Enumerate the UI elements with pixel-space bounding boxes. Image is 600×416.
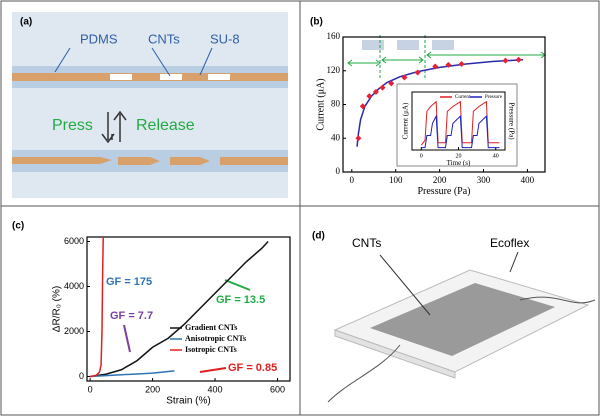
y2-axis-label: Pressure (Pa) — [507, 102, 515, 140]
substrate-edge — [334, 329, 456, 379]
cnt-film — [370, 283, 555, 356]
marker — [359, 103, 366, 110]
x-axis-label: Pressure (Pa) — [417, 186, 470, 197]
x-tick-label: 0 — [350, 175, 355, 185]
panel-d: (d) CNTs Ecoflex — [312, 231, 596, 403]
panel-label: (a) — [20, 17, 32, 28]
panel-label: (c) — [12, 221, 24, 232]
label: CNTs — [352, 236, 381, 250]
label: Ecoflex — [490, 236, 529, 250]
marker — [458, 61, 465, 67]
annotation-arrow — [224, 279, 251, 291]
pointer — [379, 254, 431, 316]
panel-b: (b) — [310, 17, 546, 167]
x-tick-label: 0 — [420, 153, 423, 159]
pointer — [199, 47, 213, 76]
marker — [388, 80, 395, 87]
plot-frame — [86, 236, 291, 382]
annotation-arrow — [199, 367, 227, 373]
range-arrow — [347, 59, 381, 67]
pointer — [151, 47, 171, 77]
panel-label: (d) — [312, 231, 325, 242]
label: Press — [52, 117, 93, 134]
y-axis-label: Current (μA) — [315, 78, 326, 130]
panel-label: (b) — [310, 17, 323, 28]
legend-label: Isotropic CNTs — [185, 345, 237, 354]
gap — [110, 74, 132, 80]
legend-label: Gradient CNTs — [185, 323, 237, 332]
series-line — [421, 114, 500, 149]
y-axis-label: ΔR/R₀ (%) — [52, 286, 63, 332]
inset-frame — [396, 83, 518, 167]
x-axis-label: Strain (%) — [166, 395, 210, 406]
annotation-arrow — [123, 324, 131, 353]
icon — [362, 40, 384, 50]
legend-label: Current — [455, 95, 471, 100]
icon — [397, 40, 419, 50]
series-line — [356, 59, 524, 147]
x-tick-label: 20 — [456, 153, 462, 159]
series-line — [90, 240, 269, 378]
y-tick-label: 160 — [327, 31, 341, 41]
x-tick-label: 40 — [493, 153, 499, 159]
cnt-layer — [12, 73, 288, 81]
y-tick-label: 80 — [331, 99, 341, 109]
annotation: GF = 7.7 — [110, 310, 153, 322]
label: Release — [136, 117, 195, 134]
y-axis-label: Current (μA) — [402, 102, 410, 139]
x-tick-label: 400 — [208, 384, 223, 394]
panel-c: (c) GF = 175 GF = 7.7 GF = 13.5 GF = 0.8… — [12, 221, 277, 374]
x-tick-label: 200 — [145, 384, 160, 394]
annotation: GF = 0.85 — [228, 362, 277, 374]
marker — [355, 135, 362, 142]
series-line — [90, 236, 104, 378]
legend-label: Anisotropic CNTs — [185, 334, 246, 343]
series-line — [90, 370, 175, 378]
marker — [515, 56, 522, 63]
pointer — [54, 47, 71, 73]
y-tick-label: 40 — [331, 132, 341, 142]
series-line — [420, 100, 500, 146]
marker — [445, 61, 452, 68]
gap — [208, 74, 230, 80]
marker — [432, 63, 439, 70]
y-tick-label: 0 — [79, 371, 84, 381]
y-tick-label: 6000 — [64, 236, 84, 246]
y-tick-label: 4000 — [64, 281, 84, 291]
y-tick-label: 120 — [327, 65, 341, 75]
y-tick-label: 2000 — [64, 326, 84, 336]
wire — [519, 296, 596, 304]
label: CNTs — [148, 31, 180, 46]
marker — [372, 88, 379, 95]
x-axis-label: Time (s) — [447, 159, 471, 167]
label: SU-8 — [210, 31, 240, 46]
press-arrow — [101, 112, 115, 144]
pointer — [509, 251, 519, 273]
range-arrow — [381, 56, 424, 64]
marker — [502, 57, 509, 64]
icon — [432, 40, 454, 50]
cnt-layer — [12, 157, 288, 165]
marker — [366, 93, 373, 100]
gap — [160, 74, 182, 80]
legend-label: Pressure — [485, 95, 503, 100]
annotation: GF = 13.5 — [216, 294, 265, 306]
panel-a: (a) PDMS CNTs SU-8 Press Release — [12, 12, 288, 198]
release-arrow — [113, 110, 127, 142]
label: PDMS — [80, 31, 118, 46]
annotation: GF = 175 — [106, 276, 152, 288]
x-tick-label: 200 — [433, 175, 447, 185]
x-tick-label: 400 — [521, 175, 535, 185]
x-tick-label: 600 — [270, 384, 285, 394]
marker — [379, 84, 386, 91]
marker — [401, 74, 408, 81]
x-tick-label: 300 — [477, 175, 491, 185]
x-tick-label: 0 — [88, 384, 93, 394]
y-tick-label: 0 — [336, 166, 341, 176]
wire — [327, 344, 401, 403]
marker — [414, 69, 421, 76]
x-tick-label: 100 — [389, 175, 403, 185]
